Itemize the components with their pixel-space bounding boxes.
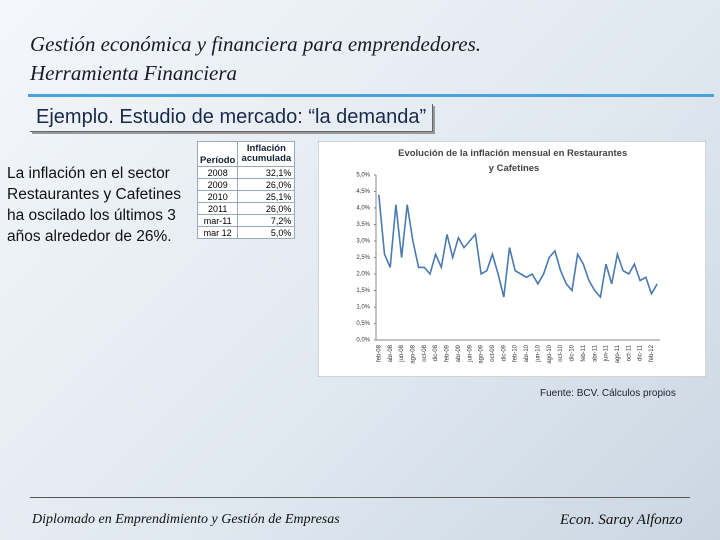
y-tick-label: 0,5% [356,321,370,327]
x-tick-label: ago-10 [547,344,553,363]
x-tick-label: oct-08 [422,344,428,361]
x-tick-label: ago-09 [479,344,485,363]
chart: Evolución de la inflación mensual en Res… [318,141,706,377]
subtitle: Ejemplo. Estudio de mercado: “la demanda… [30,104,434,132]
x-tick-label: oct-11 [626,344,632,361]
x-tick-label: ago-11 [615,344,621,363]
y-tick-label: 2,0% [356,272,370,278]
table-row: 2011 26,0% [196,202,296,215]
table-row: 2008 32,1% [196,166,296,179]
x-tick-label: abr-10 [524,344,530,362]
body-text: La inflación en el sector Restaurantes y… [7,165,182,245]
x-tick-label: dic-10 [570,344,576,361]
x-tick-label: jun-11 [604,344,610,362]
x-tick-label: abr-09 [456,344,462,362]
table-cell: 2010 [196,190,239,203]
header-cell: Período [196,141,239,167]
title: Gestión económica y financiera para empr… [30,30,481,88]
y-tick-label: 4,0% [356,206,370,212]
x-tick-label: abr-08 [388,344,394,362]
table-cell: 7,2% [237,214,296,227]
table-cell: mar 12 [196,226,239,239]
y-tick-label: 2,5% [356,255,370,261]
source: Fuente: BCV. Cálculos propios [540,388,676,399]
x-tick-label: jun-10 [535,344,541,362]
x-tick-label: jun-08 [399,344,405,362]
title-rule [28,94,714,97]
y-tick-label: 3,5% [356,222,370,228]
table-row: 2009 26,0% [196,178,296,191]
x-tick-label: ago-08 [410,344,416,363]
x-tick-label: feb-08 [376,344,382,362]
chart-title-line: y Cafetines [489,163,540,174]
chart-title-line: Evolución de la inflación mensual en Res… [398,148,627,159]
data-table: Período Inflación acumulada 2008 32,1% 200… [196,141,296,239]
x-tick-label: dic-09 [501,344,507,361]
line [378,194,658,299]
table-cell: 2009 [196,178,239,191]
header-cell: Inflación acumulada [237,141,296,167]
table-cell: 2011 [196,202,239,215]
table-row: mar-11 7,2% [196,214,296,227]
table-body: 2008 32,1% 2009 26,0% 2010 25,1% 2011 26,0% mar-… [196,166,296,239]
table-cell: 5,0% [237,226,296,239]
x-tick-label: oct-09 [490,344,496,361]
y-tick-label: 5,0% [356,173,370,179]
x-tick-label: oct-10 [558,344,564,361]
table-row: 2010 25,1% [196,190,296,203]
title-line: Herramienta Financiera [30,61,238,85]
x-tick-label: dic-08 [433,344,439,361]
chart-title: Evolución de la inflación mensual en Res… [398,148,630,174]
table-cell: mar-11 [196,214,239,227]
y-tick-label: 3,0% [356,239,370,245]
table-cell: 25,1% [237,190,296,203]
footer-rule [30,497,690,498]
table-cell: 32,1% [237,166,296,179]
y-tick-label: 1,5% [356,288,370,294]
table-cell: 26,0% [237,202,296,215]
x-tick-label: feb-10 [513,344,519,362]
title-line: Gestión económica y financiera para empr… [30,32,482,56]
table-cell: 2008 [196,166,239,179]
table-row: mar 12 5,0% [196,226,296,239]
x-tick-label: jun-09 [467,344,473,362]
y-tick-label: 4,5% [356,189,370,195]
x-tick-label: dic-11 [638,344,644,361]
y-tick-label: 0,0% [356,338,370,344]
x-tick-label: feb-09 [445,344,451,362]
x-tick-label: feb-11 [581,344,587,361]
y-tick-label: 1,0% [356,305,370,311]
table-cell: 26,0% [237,178,296,191]
footer-right: Econ. Saray Alfonzo [560,512,683,528]
table-header: Período Inflación acumulada [196,141,296,167]
footer-left: Diplomado en Emprendimiento y Gestión de… [32,512,340,527]
x-tick-label: abr-11 [592,344,598,362]
x-tick-label: feb-12 [649,344,655,362]
